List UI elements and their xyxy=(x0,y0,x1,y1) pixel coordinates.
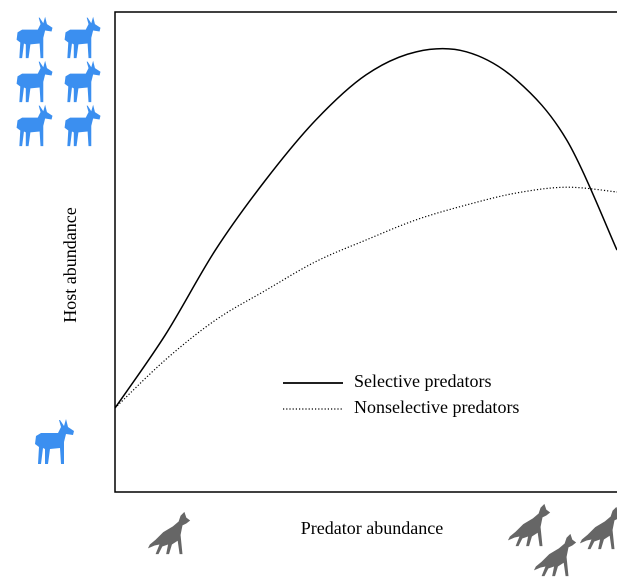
chart: Host abundance Predator abundance Select… xyxy=(0,0,617,577)
plot-frame xyxy=(115,12,617,492)
x-axis-label: Predator abundance xyxy=(301,518,443,538)
series-line xyxy=(115,49,617,408)
host-icons xyxy=(17,17,101,464)
predator-icons xyxy=(148,504,617,576)
y-axis-label: Host abundance xyxy=(60,207,80,322)
page: {"chart_data": {"type": "line", "x_label… xyxy=(0,0,617,577)
legend-label: Nonselective predators xyxy=(354,397,519,417)
legend-label: Selective predators xyxy=(354,371,491,391)
